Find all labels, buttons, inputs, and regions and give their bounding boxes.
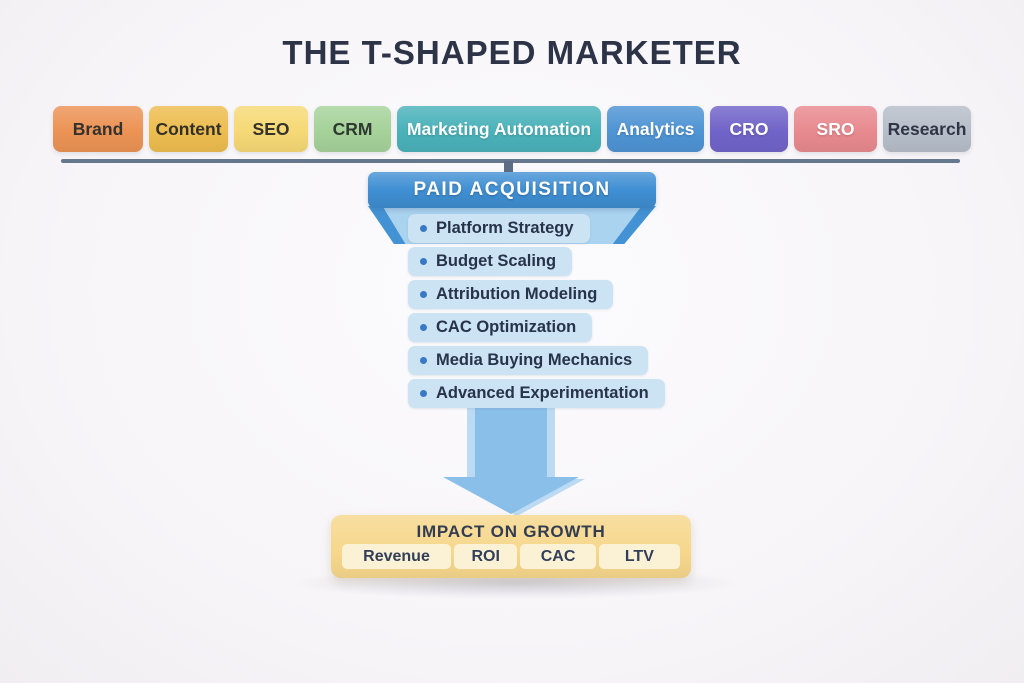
bullet-icon [420, 258, 427, 265]
metric-revenue: Revenue [342, 544, 451, 569]
impact-title: IMPACT ON GROWTH [416, 522, 606, 541]
skill-badge-cro: CRO [710, 106, 788, 152]
list-item: Platform Strategy [408, 214, 590, 243]
bullet-icon [420, 324, 427, 331]
list-item: Attribution Modeling [408, 280, 614, 309]
skill-badge-brand: Brand [53, 106, 143, 152]
list-item-label: CAC Optimization [436, 318, 577, 336]
list-item: Budget Scaling [408, 247, 573, 276]
list-item-label: Platform Strategy [436, 219, 574, 237]
page-title: THE T-SHAPED MARKETER [282, 34, 742, 71]
metric-ltv: LTV [598, 544, 680, 569]
skill-badge-research: Research [883, 106, 971, 152]
skill-badge-crm: CRM [314, 106, 391, 152]
impact-metrics-row: Revenue ROI CAC LTV [342, 544, 680, 569]
skill-badge-seo: SEO [234, 106, 308, 152]
list-item: Advanced Experimentation [408, 379, 665, 408]
impact-on-growth-box: IMPACT ON GROWTH Revenue ROI CAC LTV [331, 515, 691, 578]
skills-row: Brand Content SEO CRM Marketing Automati… [53, 106, 971, 152]
list-item-label: Media Buying Mechanics [436, 351, 633, 369]
list-item-label: Advanced Experimentation [436, 384, 649, 402]
list-item: Media Buying Mechanics [408, 346, 649, 375]
metric-roi: ROI [454, 544, 518, 569]
list-item-label: Attribution Modeling [436, 285, 598, 303]
bullet-icon [420, 357, 427, 364]
paid-acquisition-header: PAID ACQUISITION [368, 172, 656, 208]
skill-badge-content: Content [149, 106, 228, 152]
bullet-icon [420, 390, 427, 397]
metric-cac: CAC [520, 544, 596, 569]
skill-badge-analytics: Analytics [607, 106, 704, 152]
down-arrow-head [443, 477, 579, 514]
paid-acquisition-list: Platform Strategy Budget Scaling Attribu… [408, 214, 665, 412]
bullet-icon [420, 291, 427, 298]
list-item-label: Budget Scaling [436, 252, 557, 270]
skill-badge-sro: SRO [794, 106, 877, 152]
t-bar-connector [504, 161, 513, 175]
skill-badge-marketing-automation: Marketing Automation [397, 106, 601, 152]
list-item: CAC Optimization [408, 313, 593, 342]
down-arrow-shaft [475, 400, 547, 480]
bullet-icon [420, 225, 427, 232]
